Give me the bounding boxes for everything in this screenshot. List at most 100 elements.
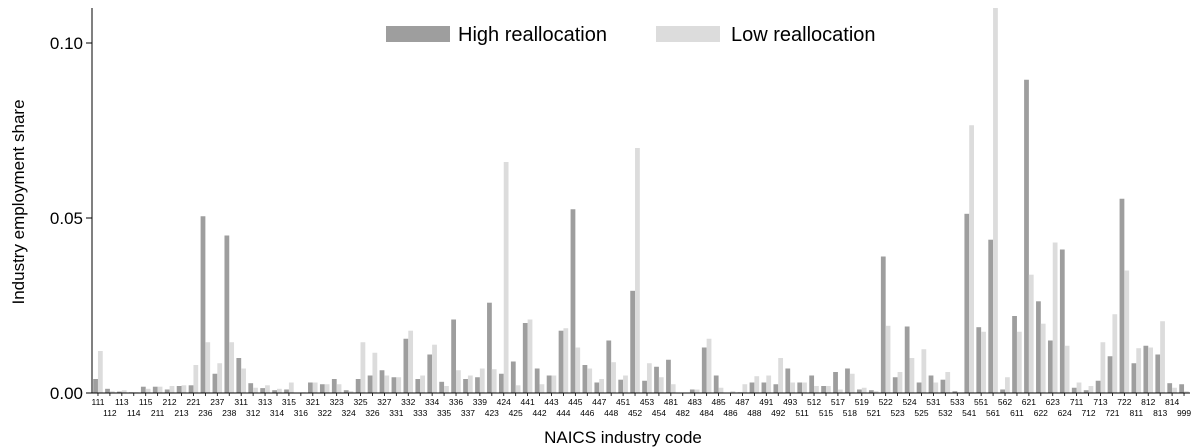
bar-high-reallocation	[475, 377, 480, 393]
x-tick-label: 999	[1177, 408, 1191, 418]
bar-low-reallocation	[491, 369, 497, 393]
bar-high-reallocation	[928, 375, 934, 393]
bar-high-reallocation	[964, 213, 970, 393]
x-tick-label: 811	[1130, 408, 1144, 418]
bar-low-reallocation	[1148, 347, 1154, 393]
bar-low-reallocation	[945, 372, 951, 393]
bar-high-reallocation	[367, 375, 373, 393]
bar-low-reallocation	[384, 375, 390, 393]
bar-high-reallocation	[582, 365, 588, 393]
x-tick-label: 561	[986, 408, 1000, 418]
bar-high-reallocation	[773, 384, 779, 393]
bar-high-reallocation	[833, 372, 838, 393]
x-tick-label: 112	[103, 408, 117, 418]
bar-high-reallocation	[415, 379, 421, 393]
bar-low-reallocation	[456, 370, 461, 393]
x-tick-label: 221	[186, 397, 200, 407]
x-tick-label: 531	[926, 397, 940, 407]
bar-low-reallocation	[825, 386, 831, 393]
bar-low-reallocation	[97, 351, 103, 393]
x-tick-label: 485	[711, 397, 725, 407]
bar-low-reallocation	[229, 342, 235, 393]
bar-high-reallocation	[761, 382, 767, 393]
bar-low-reallocation	[1076, 382, 1082, 393]
x-tick-label: 493	[783, 397, 797, 407]
x-tick-label: 551	[974, 397, 988, 407]
bar-high-reallocation	[1036, 301, 1041, 393]
x-tick-label: 442	[532, 408, 546, 418]
bar-high-reallocation	[379, 370, 385, 393]
bar-high-reallocation	[308, 382, 313, 393]
x-tick-label: 321	[306, 397, 320, 407]
bar-low-reallocation	[169, 386, 175, 393]
x-tick-label: 238	[222, 408, 236, 418]
bar-high-reallocation	[1119, 198, 1125, 393]
bar-high-reallocation	[1179, 384, 1185, 393]
bar-low-reallocation	[193, 365, 199, 393]
bar-low-reallocation	[635, 148, 640, 393]
bar-high-reallocation	[319, 384, 325, 393]
bar-low-reallocation	[623, 375, 628, 393]
bar-high-reallocation	[439, 381, 445, 393]
x-tick-label: 491	[759, 397, 773, 407]
x-tick-label: 111	[92, 397, 105, 407]
x-tick-label: 524	[902, 397, 916, 407]
bar-high-reallocation	[117, 391, 122, 393]
x-tick-label: 212	[162, 397, 176, 407]
x-tick-label: 333	[413, 408, 427, 418]
bar-high-reallocation	[701, 347, 707, 393]
bar-high-reallocation	[427, 354, 433, 393]
bar-high-reallocation	[892, 377, 898, 393]
x-tick-label: 327	[377, 397, 391, 407]
x-tick-label: 443	[544, 397, 558, 407]
x-tick-label: 446	[580, 408, 594, 418]
x-tick-label: 622	[1034, 408, 1048, 418]
legend-swatch-high-reallocation	[386, 26, 450, 42]
bar-high-reallocation	[654, 366, 659, 393]
x-tick-label: 487	[735, 397, 749, 407]
x-axis: 1111121131141152112122132212362372383113…	[92, 392, 1191, 418]
bar-high-reallocation	[618, 379, 624, 393]
bar-low-reallocation	[324, 384, 330, 393]
bar-low-reallocation	[288, 382, 294, 393]
bar-high-reallocation	[1024, 79, 1029, 393]
x-tick-label: 525	[914, 408, 928, 418]
x-tick-label: 313	[258, 397, 272, 407]
bar-low-reallocation	[814, 386, 819, 393]
bar-low-reallocation	[265, 385, 270, 393]
x-tick-label: 332	[401, 397, 415, 407]
bar-low-reallocation	[1172, 387, 1177, 393]
x-tick-label: 519	[855, 397, 869, 407]
bar-high-reallocation	[355, 379, 361, 393]
bar-high-reallocation	[164, 389, 170, 393]
bar-high-reallocation	[463, 379, 468, 393]
x-tick-label: 114	[127, 408, 141, 418]
x-tick-label: 316	[294, 408, 308, 418]
legend-swatch-low-reallocation	[656, 26, 720, 42]
bar-high-reallocation	[1059, 249, 1065, 393]
bar-high-reallocation	[988, 239, 994, 393]
bar-high-reallocation	[236, 358, 242, 393]
bar-high-reallocation	[403, 338, 409, 393]
bar-high-reallocation	[248, 383, 254, 393]
x-tick-label: 236	[198, 408, 212, 418]
bar-high-reallocation	[1083, 390, 1089, 393]
x-tick-label: 512	[807, 397, 821, 407]
legend-label-high-reallocation: High reallocation	[458, 24, 607, 46]
x-tick-label: 444	[556, 408, 570, 418]
bar-high-reallocation	[1167, 383, 1173, 393]
bar-low-reallocation	[467, 375, 473, 393]
bar-low-reallocation	[790, 382, 795, 393]
y-tick-label: 0.10	[50, 34, 83, 53]
bar-low-reallocation	[587, 368, 593, 393]
x-tick-label: 336	[449, 397, 463, 407]
bar-high-reallocation	[666, 359, 671, 393]
x-tick-label: 532	[938, 408, 952, 418]
bar-high-reallocation	[510, 361, 516, 393]
x-tick-label: 486	[723, 408, 737, 418]
bar-high-reallocation	[1155, 354, 1161, 393]
bar-high-reallocation	[952, 391, 958, 393]
x-tick-label: 488	[747, 408, 761, 418]
x-tick-label: 423	[485, 408, 499, 418]
bar-high-reallocation	[1143, 345, 1149, 393]
